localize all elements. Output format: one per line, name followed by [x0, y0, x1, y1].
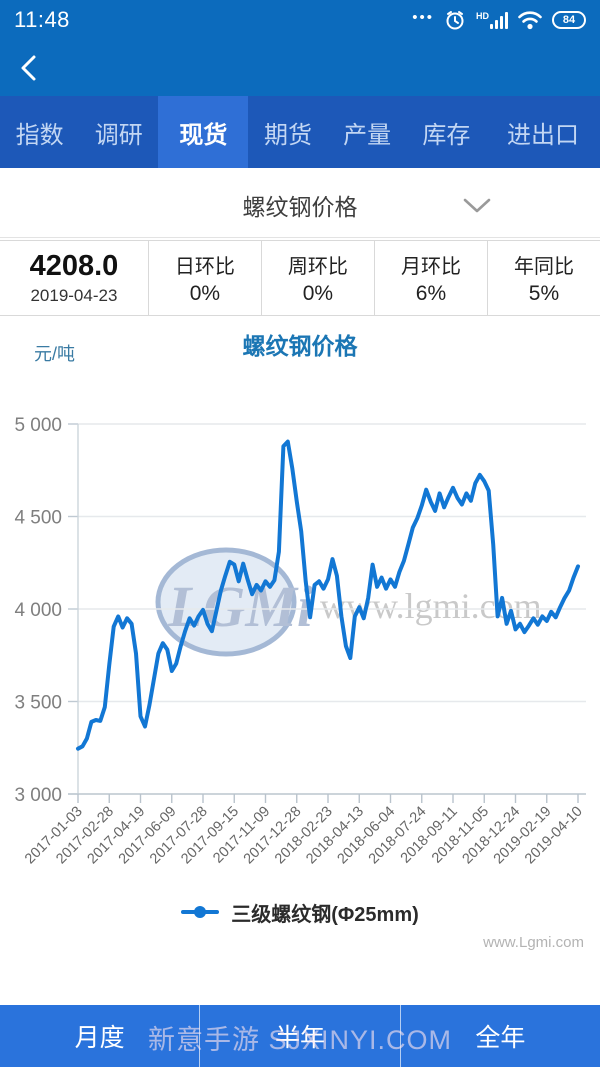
status-bar: 11:48 ••• HD [0, 0, 600, 40]
tab-bar: 指数 调研 现货 期货 产量 库存 进出口 [0, 96, 600, 168]
stat-week-over-week: 周环比 0% [262, 241, 375, 315]
chart-axes [68, 423, 586, 803]
back-icon[interactable] [16, 53, 42, 83]
legend-line-marker-icon [181, 906, 220, 918]
price-chart: 螺纹钢价格 元/吨 LGMi www.lgmi.com 2017-01-03 20… [0, 316, 600, 951]
current-price-cell: 4208.0 2019-04-23 [0, 241, 149, 315]
wifi-icon [518, 10, 542, 29]
chart-series-line [76, 439, 580, 751]
lgmi-watermark: LGMi www.lgmi.com [155, 547, 542, 657]
product-selector[interactable]: 螺纹钢价格 [0, 172, 600, 238]
alarm-clock-icon [446, 11, 464, 30]
header: 11:48 ••• HD [0, 0, 600, 96]
status-icons: ••• HD 84 [412, 9, 586, 31]
y-axis-labels: 5 000 4 500 4 000 3 500 3 000 [14, 415, 62, 806]
nav-bar [0, 40, 600, 96]
svg-text:3 500: 3 500 [14, 693, 62, 714]
tab-output[interactable]: 产量 [343, 121, 392, 149]
y-axis-unit: 元/吨 [34, 344, 76, 364]
chart-legend: 三级螺纹钢(Φ25mm) [0, 894, 600, 930]
stat-month-over-month: 月环比 6% [375, 241, 488, 315]
svg-text:5 000: 5 000 [14, 415, 62, 436]
range-button-bar: 月度 半年 全年 [0, 1005, 600, 1067]
hd-label: HD [476, 10, 489, 21]
stat-day-over-day: 日环比 0% [149, 241, 262, 315]
tab-import-export[interactable]: 进出口 [506, 121, 579, 149]
tab-research[interactable]: 调研 [94, 121, 143, 149]
legend-series-name: 三级螺纹钢(Φ25mm) [231, 903, 419, 926]
cellular-signal-icon: HD [476, 10, 508, 29]
range-button-half-year[interactable]: 半年 [200, 1005, 401, 1067]
range-button-month[interactable]: 月度 [0, 1005, 201, 1067]
more-dots-icon: ••• [412, 8, 434, 26]
tab-index[interactable]: 指数 [15, 121, 64, 149]
watermark-url-corner: www.Lgmi.com [483, 934, 584, 951]
svg-text:3 000: 3 000 [14, 785, 62, 806]
current-price: 4208.0 [29, 250, 119, 282]
chart-grid [78, 423, 586, 795]
tab-spot[interactable]: 现货 [158, 96, 249, 168]
chart-title: 螺纹钢价格 [242, 333, 358, 359]
battery-icon: 84 [552, 11, 586, 29]
svg-text:4 500: 4 500 [14, 508, 62, 529]
stat-year-over-year: 年同比 5% [513, 256, 574, 305]
tab-inventory[interactable]: 库存 [422, 121, 471, 149]
svg-text:LGMi: LGMi [167, 574, 313, 639]
x-axis-labels: 2017-01-032017-02-282017-04-192017-06-09… [22, 804, 586, 868]
svg-text:4 000: 4 000 [14, 600, 62, 621]
chevron-down-icon [463, 198, 491, 213]
selector-value: 螺纹钢价格 [242, 193, 358, 220]
stats-row: 4208.0 2019-04-23 日环比 0% 周环比 0% 月环比 6% 年… [0, 240, 600, 316]
clock-time: 11:48 [14, 7, 70, 32]
tab-futures[interactable]: 期货 [264, 121, 312, 149]
range-button-full-year[interactable]: 全年 [475, 1024, 526, 1052]
line-chart-canvas[interactable]: LGMi www.lgmi.com 2017-01-032017-02-2820… [0, 364, 600, 892]
price-date: 2019-04-23 [30, 286, 118, 305]
